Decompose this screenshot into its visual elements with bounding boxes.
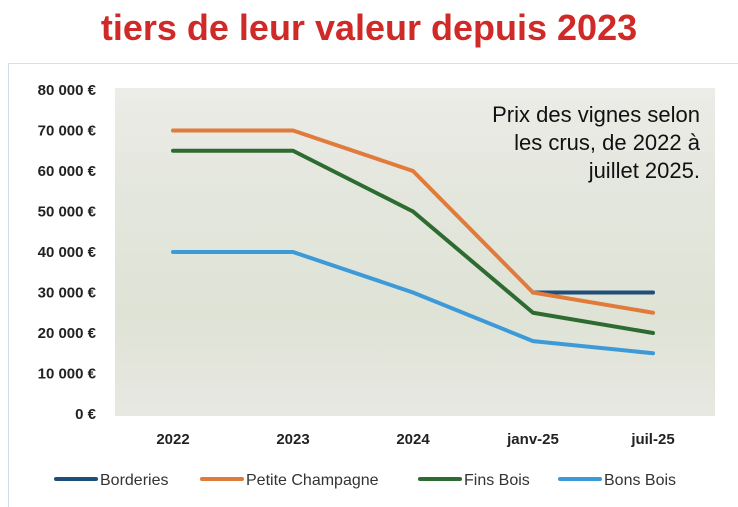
y-tick-label: 0 €: [75, 406, 97, 423]
y-tick-label: 50 000 €: [38, 204, 97, 221]
x-tick-label: 2024: [396, 431, 430, 448]
legend-label: Bons Bois: [604, 472, 676, 489]
chart-frame: [8, 64, 738, 507]
annotation-line: juillet 2025.: [588, 158, 700, 183]
y-tick-label: 60 000 €: [38, 163, 97, 180]
x-tick-label: janv-25: [506, 431, 559, 448]
legend-item: Bons Bois: [558, 472, 676, 489]
y-tick-label: 30 000 €: [38, 285, 97, 302]
y-tick-label: 10 000 €: [38, 366, 97, 383]
divider: [8, 63, 738, 64]
annotation-line: les crus, de 2022 à: [514, 130, 701, 155]
headline-line2: tiers de leur valeur depuis 2023: [100, 7, 638, 48]
y-tick-label: 20 000 €: [38, 325, 97, 342]
x-tick-label: 2023: [276, 431, 309, 448]
y-tick-label: 40 000 €: [38, 244, 97, 261]
legend-item: Borderies: [54, 472, 168, 489]
y-tick-label: 80 000 €: [38, 82, 97, 99]
legend-item: Fins Bois: [418, 472, 530, 489]
annotation-line: Prix des vignes selon: [492, 102, 700, 127]
x-tick-label: juil-25: [630, 431, 674, 448]
x-tick-label: 2022: [156, 431, 189, 448]
legend-item: Petite Champagne: [200, 472, 379, 489]
legend-label: Petite Champagne: [246, 472, 379, 489]
y-tick-label: 70 000 €: [38, 123, 97, 140]
legend-label: Fins Bois: [464, 472, 530, 489]
legend-label: Borderies: [100, 472, 168, 489]
